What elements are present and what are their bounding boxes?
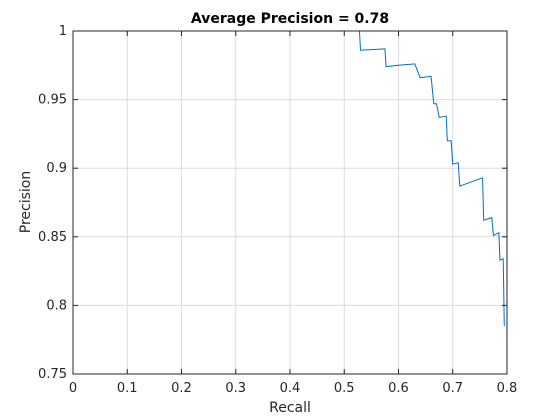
y-tick-label: 0.75	[38, 367, 67, 382]
y-tick-label: 0.85	[38, 230, 67, 245]
y-tick-label: 0.95	[38, 93, 67, 108]
x-tick-label: 0.8	[497, 381, 518, 396]
x-tick-label: 0	[69, 381, 77, 396]
ticks	[72, 30, 508, 375]
x-tick-label: 0.4	[280, 381, 301, 396]
x-axis-label: Recall	[269, 400, 311, 416]
y-tick-label: 0.9	[46, 161, 67, 176]
precision-recall-line	[73, 30, 505, 326]
series-group	[73, 30, 505, 326]
chart-title: Average Precision = 0.78	[191, 11, 389, 27]
x-tick-label: 0.1	[117, 381, 138, 396]
x-tick-label: 0.3	[225, 381, 246, 396]
x-tick-label: 0.2	[171, 381, 192, 396]
y-axis-label: Precision	[18, 171, 34, 233]
y-tick-label: 0.8	[46, 298, 67, 313]
y-tick-label: 1	[59, 24, 67, 39]
x-tick-labels: 0 0.1 0.2 0.3 0.4 0.5 0.6 0.7 0.8	[69, 381, 517, 396]
y-tick-labels: 0.75 0.8 0.85 0.9 0.95 1	[38, 24, 67, 382]
x-tick-label: 0.5	[334, 381, 355, 396]
x-tick-label: 0.7	[442, 381, 463, 396]
x-tick-label: 0.6	[388, 381, 409, 396]
